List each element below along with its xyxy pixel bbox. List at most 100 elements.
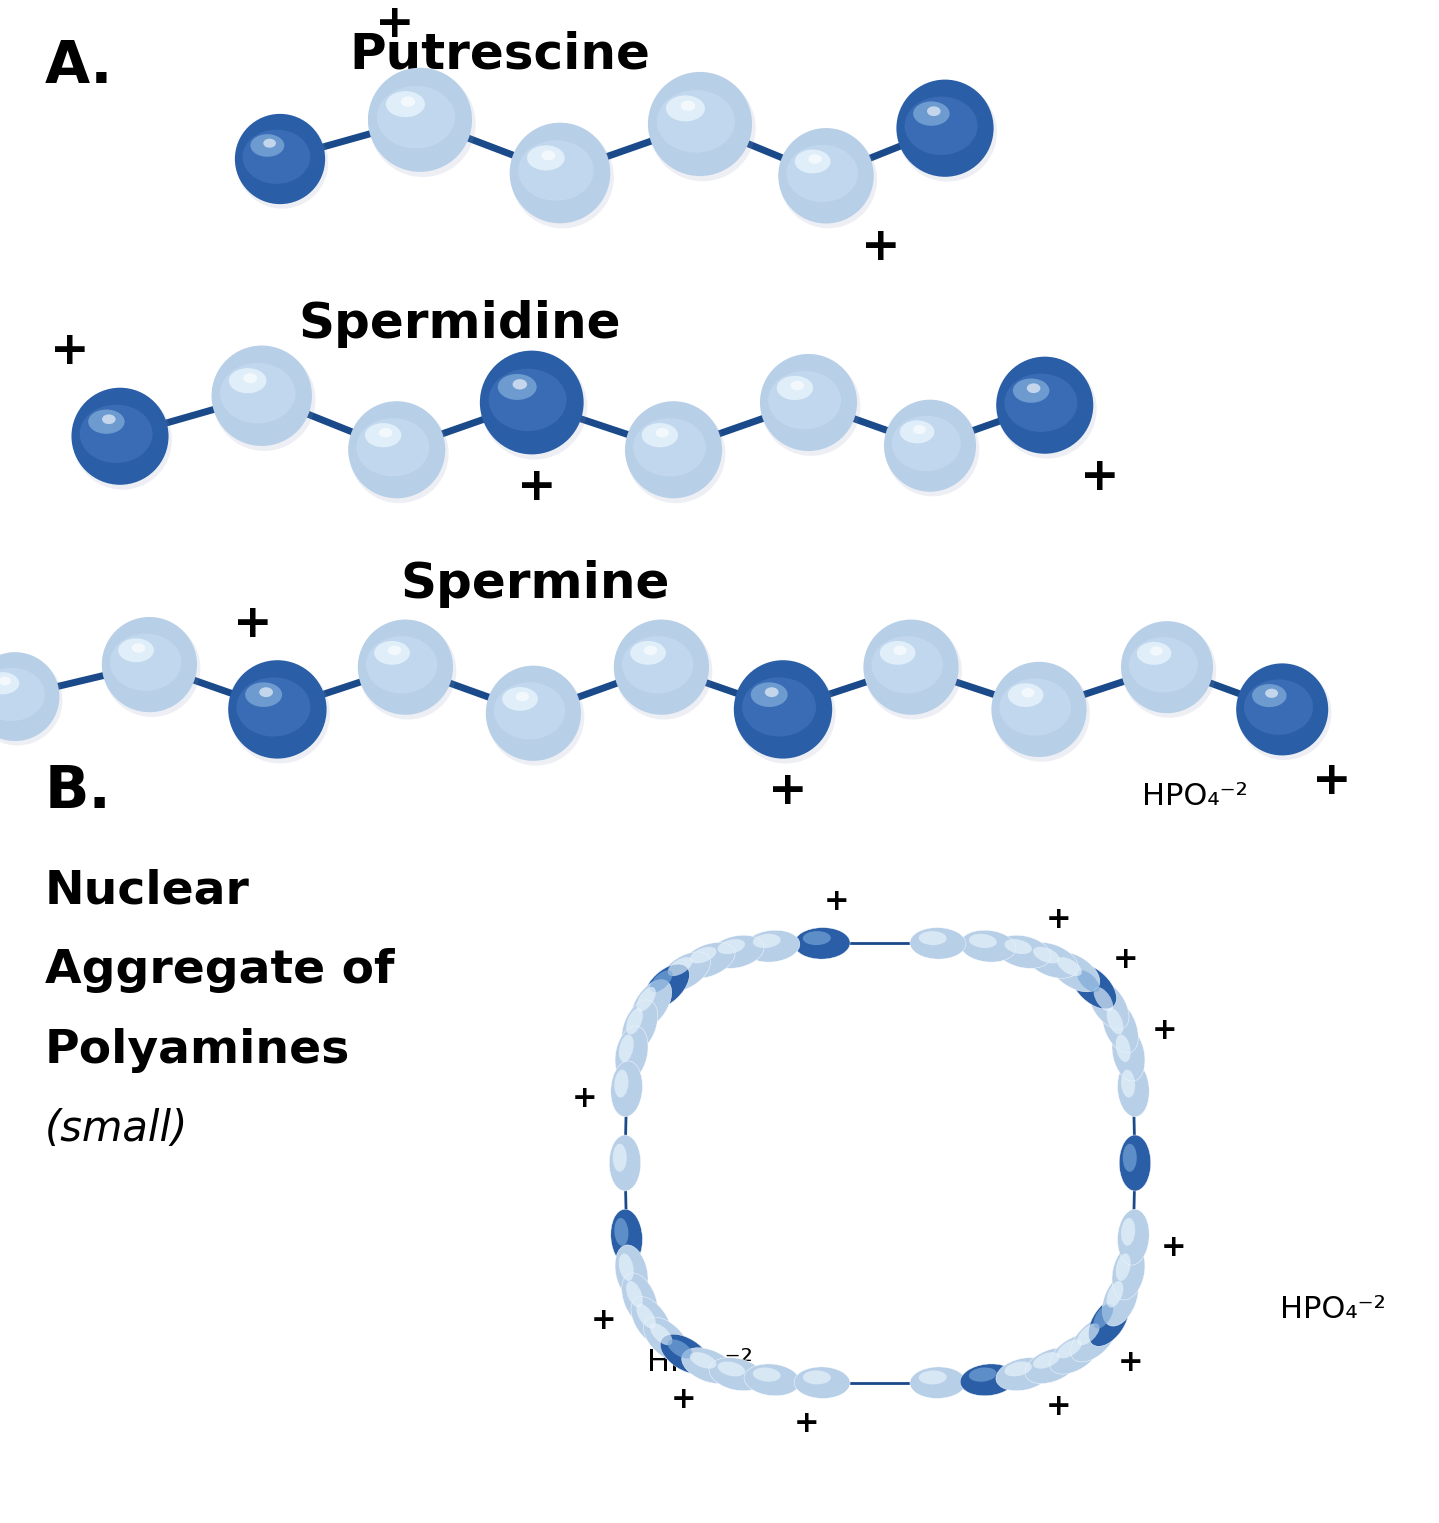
- Ellipse shape: [905, 96, 977, 155]
- Circle shape: [760, 353, 858, 451]
- Ellipse shape: [541, 151, 555, 160]
- Ellipse shape: [1004, 1362, 1032, 1377]
- Ellipse shape: [118, 638, 154, 663]
- Text: B.: B.: [45, 763, 112, 819]
- Text: +: +: [861, 225, 901, 270]
- Circle shape: [993, 664, 1089, 762]
- Ellipse shape: [1076, 970, 1099, 991]
- Circle shape: [996, 356, 1094, 454]
- Ellipse shape: [377, 85, 455, 148]
- Circle shape: [360, 623, 456, 719]
- Ellipse shape: [609, 1135, 640, 1191]
- Ellipse shape: [1115, 1253, 1131, 1281]
- Ellipse shape: [1112, 1244, 1145, 1301]
- Ellipse shape: [619, 1253, 633, 1281]
- Ellipse shape: [996, 1357, 1050, 1390]
- Ellipse shape: [366, 423, 401, 448]
- Ellipse shape: [614, 1027, 648, 1081]
- Circle shape: [863, 620, 958, 714]
- Ellipse shape: [610, 1209, 642, 1266]
- Ellipse shape: [1094, 987, 1114, 1011]
- Circle shape: [649, 75, 755, 181]
- Ellipse shape: [960, 1365, 1016, 1395]
- Ellipse shape: [918, 1371, 947, 1384]
- Ellipse shape: [614, 1218, 629, 1246]
- Ellipse shape: [622, 637, 694, 693]
- Ellipse shape: [1252, 684, 1286, 707]
- Text: (small): (small): [45, 1109, 189, 1150]
- Ellipse shape: [643, 964, 689, 1008]
- Ellipse shape: [912, 425, 925, 434]
- Ellipse shape: [633, 419, 707, 477]
- Ellipse shape: [777, 376, 813, 401]
- Circle shape: [486, 666, 581, 762]
- Circle shape: [865, 623, 961, 719]
- Ellipse shape: [790, 381, 804, 390]
- Circle shape: [625, 401, 722, 498]
- Text: +: +: [571, 1084, 597, 1113]
- Ellipse shape: [102, 414, 115, 423]
- Ellipse shape: [386, 91, 425, 117]
- Ellipse shape: [236, 678, 311, 737]
- Ellipse shape: [786, 145, 858, 203]
- Ellipse shape: [718, 940, 745, 953]
- Ellipse shape: [794, 1366, 850, 1398]
- Ellipse shape: [682, 943, 735, 978]
- Ellipse shape: [518, 140, 594, 201]
- Ellipse shape: [626, 1008, 643, 1034]
- Circle shape: [212, 346, 312, 446]
- Circle shape: [1238, 666, 1331, 760]
- Ellipse shape: [1265, 688, 1278, 698]
- Ellipse shape: [494, 682, 566, 740]
- Ellipse shape: [968, 934, 997, 947]
- Circle shape: [213, 349, 315, 451]
- Ellipse shape: [622, 1273, 658, 1327]
- Text: +: +: [1117, 1348, 1143, 1377]
- Ellipse shape: [894, 646, 907, 655]
- Circle shape: [885, 402, 980, 496]
- Text: +: +: [768, 769, 807, 813]
- Circle shape: [898, 82, 997, 181]
- Ellipse shape: [0, 667, 45, 720]
- Text: +: +: [1046, 905, 1072, 934]
- Ellipse shape: [527, 145, 564, 171]
- Ellipse shape: [689, 947, 717, 964]
- Ellipse shape: [400, 96, 416, 107]
- Text: +: +: [1161, 1232, 1186, 1261]
- Circle shape: [648, 72, 753, 177]
- Ellipse shape: [1058, 956, 1082, 976]
- Ellipse shape: [613, 1144, 627, 1171]
- Text: +: +: [376, 3, 414, 47]
- Ellipse shape: [927, 107, 941, 116]
- Ellipse shape: [689, 1352, 717, 1369]
- Circle shape: [626, 404, 725, 503]
- Ellipse shape: [1137, 641, 1171, 666]
- Circle shape: [780, 131, 878, 228]
- Ellipse shape: [88, 410, 125, 434]
- Ellipse shape: [610, 1062, 642, 1116]
- Ellipse shape: [1071, 964, 1117, 1008]
- Ellipse shape: [643, 1317, 689, 1362]
- Circle shape: [370, 72, 476, 177]
- Ellipse shape: [681, 101, 695, 111]
- Ellipse shape: [357, 419, 429, 477]
- Circle shape: [616, 623, 712, 719]
- Text: Putrescine: Putrescine: [350, 30, 650, 78]
- Circle shape: [104, 620, 200, 717]
- Ellipse shape: [1128, 637, 1197, 693]
- Text: +: +: [823, 886, 849, 915]
- Ellipse shape: [132, 643, 145, 653]
- Circle shape: [235, 114, 325, 204]
- Circle shape: [1122, 624, 1216, 717]
- Circle shape: [0, 652, 59, 742]
- Ellipse shape: [626, 1281, 643, 1308]
- Circle shape: [72, 388, 168, 484]
- Text: +: +: [1112, 944, 1138, 973]
- Ellipse shape: [630, 1296, 672, 1346]
- Text: HPO₄⁻²: HPO₄⁻²: [646, 1348, 753, 1377]
- Ellipse shape: [661, 1334, 711, 1374]
- Ellipse shape: [250, 134, 285, 157]
- Ellipse shape: [1107, 1281, 1124, 1308]
- Ellipse shape: [1118, 1062, 1150, 1116]
- Ellipse shape: [1107, 1008, 1124, 1034]
